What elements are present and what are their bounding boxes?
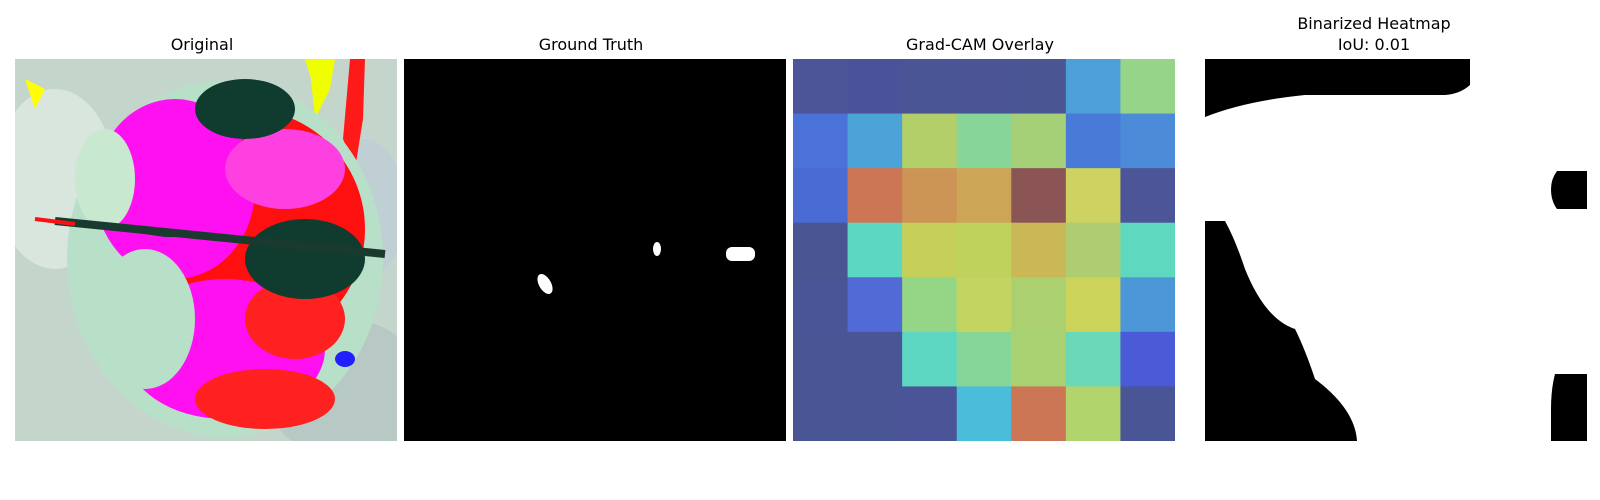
gradcam-cell	[1011, 331, 1067, 387]
gradcam-cell	[902, 113, 958, 169]
gradcam-cell	[793, 59, 849, 115]
gradcam-cell	[1065, 386, 1121, 441]
gradcam-cell	[1120, 386, 1175, 441]
gradcam-cell	[1120, 59, 1175, 115]
gradcam-cell	[1120, 331, 1175, 387]
gradcam-cell	[1065, 331, 1121, 387]
gradcam-cell	[847, 168, 903, 224]
panel-subtitle-iou: IoU: 0.01	[1337, 35, 1411, 54]
gradcam-cell	[902, 331, 958, 387]
gradcam-cell	[956, 331, 1012, 387]
original-image	[15, 59, 397, 441]
panel-title-binarized: Binarized Heatmap	[1297, 14, 1451, 33]
gradcam-cell	[847, 386, 903, 441]
gradcam-cell	[1065, 59, 1121, 115]
gradcam-cell	[902, 386, 958, 441]
gradcam-cell	[902, 277, 958, 333]
gradcam-cell	[847, 113, 903, 169]
panel-title-original: Original	[170, 35, 234, 54]
gradcam-cell	[1120, 113, 1175, 169]
gradcam-cell	[956, 386, 1012, 441]
gradcam-cell	[793, 222, 849, 278]
gradcam-cell	[1065, 113, 1121, 169]
ground-truth-mask	[404, 59, 786, 441]
gradcam-cell	[902, 59, 958, 115]
gradcam-cell	[956, 113, 1012, 169]
gradcam-cell	[847, 59, 903, 115]
gradcam-cell	[793, 277, 849, 333]
binarized-heatmap	[1205, 59, 1587, 441]
gradcam-cell	[1011, 386, 1067, 441]
gradcam-cell	[902, 168, 958, 224]
gradcam-cell	[1065, 222, 1121, 278]
panel-title-ground-truth: Ground Truth	[538, 35, 644, 54]
gradcam-cell	[793, 331, 849, 387]
gradcam-cell	[793, 113, 849, 169]
gradcam-cell	[902, 222, 958, 278]
gradcam-cell	[793, 168, 849, 224]
gradcam-cell	[1011, 168, 1067, 224]
gradcam-cell	[956, 222, 1012, 278]
gradcam-cell	[956, 168, 1012, 224]
gradcam-cell	[1011, 59, 1067, 115]
gradcam-cell	[847, 277, 903, 333]
gradcam-cell	[847, 331, 903, 387]
gradcam-cell	[847, 222, 903, 278]
gradcam-cell	[1065, 277, 1121, 333]
gradcam-cell	[956, 277, 1012, 333]
gradcam-cell	[1120, 277, 1175, 333]
gradcam-cell	[1120, 222, 1175, 278]
gradcam-cell	[1011, 222, 1067, 278]
panel-title-gradcam: Grad-CAM Overlay	[906, 35, 1054, 54]
gradcam-cell	[1065, 168, 1121, 224]
gradcam-cell	[1011, 113, 1067, 169]
gradcam-cell	[793, 386, 849, 441]
gradcam-cell	[956, 59, 1012, 115]
gradcam-cell	[1120, 168, 1175, 224]
gradcam-overlay	[793, 59, 1175, 441]
gradcam-cell	[1011, 277, 1067, 333]
